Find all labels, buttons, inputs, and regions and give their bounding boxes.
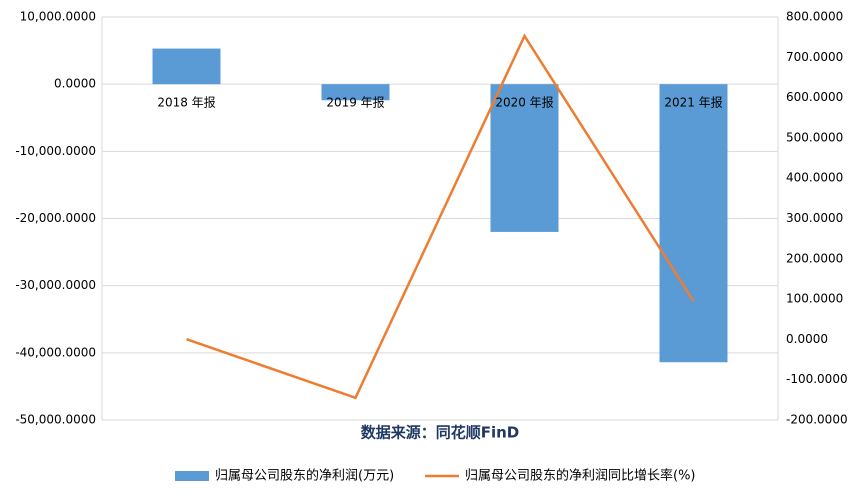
legend-label: 归属母公司股东的净利润(万元) bbox=[215, 468, 394, 484]
y-tick-label: -40,000.0000 bbox=[15, 345, 96, 359]
y-tick-label: -10,000.0000 bbox=[15, 144, 96, 158]
bar bbox=[490, 84, 559, 232]
x-tick-label: 2019 年报 bbox=[326, 95, 384, 110]
legend-swatch bbox=[175, 471, 209, 481]
line bbox=[186, 33, 695, 400]
bar bbox=[152, 48, 221, 85]
y2-tick-label: 700.0000 bbox=[786, 50, 843, 64]
legend-label: 归属母公司股东的净利润同比增长率(%) bbox=[465, 468, 696, 484]
x-tick-label: 2018 年报 bbox=[157, 95, 215, 110]
y2-tick-label: 400.0000 bbox=[786, 171, 843, 185]
y2-tick-label: -200.0000 bbox=[786, 413, 848, 427]
x-tick-label: 2021 年报 bbox=[664, 95, 722, 110]
y2-tick-label: 600.0000 bbox=[786, 90, 843, 104]
bar bbox=[321, 84, 390, 101]
y2-tick-label: 200.0000 bbox=[786, 251, 843, 265]
y2-tick-label: 300.0000 bbox=[786, 211, 843, 225]
y-tick-label: 10,000.0000 bbox=[20, 10, 96, 24]
y-tick-label: 0.0000 bbox=[54, 77, 96, 91]
y-tick-label: -50,000.0000 bbox=[15, 413, 96, 427]
y2-tick-label: 100.0000 bbox=[786, 292, 843, 306]
y-tick-label: -30,000.0000 bbox=[15, 278, 96, 292]
y-tick-label: -20,000.0000 bbox=[15, 211, 96, 225]
y2-tick-label: -100.0000 bbox=[786, 372, 848, 386]
bar bbox=[659, 84, 728, 363]
y2-tick-label: 500.0000 bbox=[786, 130, 843, 144]
y2-tick-label: 800.0000 bbox=[786, 10, 843, 24]
source-note: 数据来源：同花顺FinD bbox=[361, 424, 520, 442]
y2-tick-label: 0.0000 bbox=[786, 332, 828, 346]
x-tick-label: 2020 年报 bbox=[495, 95, 553, 110]
